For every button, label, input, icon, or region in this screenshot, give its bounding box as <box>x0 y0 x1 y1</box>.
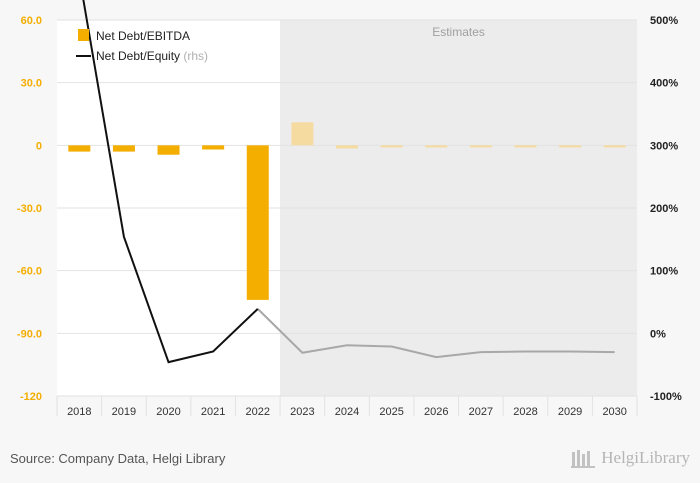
bar-net-debt-ebitda <box>469 145 492 148</box>
y-left-tick-label: 60.0 <box>21 15 42 27</box>
y-right-tick-label: 500% <box>650 15 678 27</box>
x-tick-label: 2023 <box>290 406 314 418</box>
x-tick-label: 2030 <box>602 406 626 418</box>
x-tick-label: 2028 <box>513 406 537 418</box>
y-right-tick-label: -100% <box>650 391 682 403</box>
y-right-tick-label: 0% <box>650 328 666 340</box>
y-right-tick-label: 300% <box>650 140 678 152</box>
y-left-tick-label: -90.0 <box>17 328 42 340</box>
x-tick-label: 2021 <box>201 406 225 418</box>
helgi-library-logo: HelgiLibrary <box>571 448 690 468</box>
legend-swatch-bar <box>78 29 89 41</box>
x-tick-label: 2024 <box>335 406 359 418</box>
y-left-tick-label: 30.0 <box>21 78 42 90</box>
legend-label-net-debt-equity: Net Debt/Equity (rhs) <box>96 49 208 63</box>
line-net-debt-equity-actual <box>82 0 259 364</box>
bar-net-debt-ebitda <box>425 145 448 148</box>
bar-net-debt-ebitda <box>157 145 180 155</box>
x-tick-label: 2029 <box>558 406 582 418</box>
x-tick-label: 2027 <box>469 406 493 418</box>
source-note: Source: Company Data, Helgi Library <box>10 451 226 466</box>
bar-net-debt-ebitda <box>559 145 582 148</box>
x-tick-label: 2022 <box>246 406 270 418</box>
bar-net-debt-ebitda <box>603 145 626 148</box>
library-books-icon <box>571 450 596 468</box>
y-left-tick-label: -120 <box>20 391 42 403</box>
x-tick-label: 2025 <box>379 406 403 418</box>
x-tick-label: 2018 <box>67 406 91 418</box>
x-tick-label: 2019 <box>112 406 136 418</box>
estimates-label: Estimates <box>432 25 485 39</box>
bar-net-debt-ebitda <box>202 145 225 150</box>
y-left-tick-label: -30.0 <box>17 203 42 215</box>
logo-text: HelgiLibrary <box>601 448 690 467</box>
bar-net-debt-ebitda <box>68 145 91 152</box>
x-tick-label: 2026 <box>424 406 448 418</box>
bar-net-debt-ebitda <box>246 145 269 300</box>
bar-net-debt-ebitda <box>336 145 358 149</box>
bar-net-debt-ebitda <box>112 145 135 152</box>
y-left-tick-label: -60.0 <box>17 266 42 278</box>
y-right-tick-label: 400% <box>650 78 678 90</box>
x-tick-label: 2020 <box>156 406 180 418</box>
line-net-debt-equity-estimate <box>257 308 615 359</box>
bar-net-debt-ebitda <box>514 145 537 148</box>
legend-label-net-debt-ebitda: Net Debt/EBITDA <box>96 29 190 43</box>
y-left-tick-label: 0 <box>36 140 42 152</box>
legend-rhs-suffix: (rhs) <box>183 49 208 63</box>
bar-net-debt-ebitda <box>380 145 403 148</box>
y-right-tick-label: 100% <box>650 266 678 278</box>
y-right-tick-label: 200% <box>650 203 678 215</box>
bar-net-debt-ebitda <box>291 122 314 146</box>
